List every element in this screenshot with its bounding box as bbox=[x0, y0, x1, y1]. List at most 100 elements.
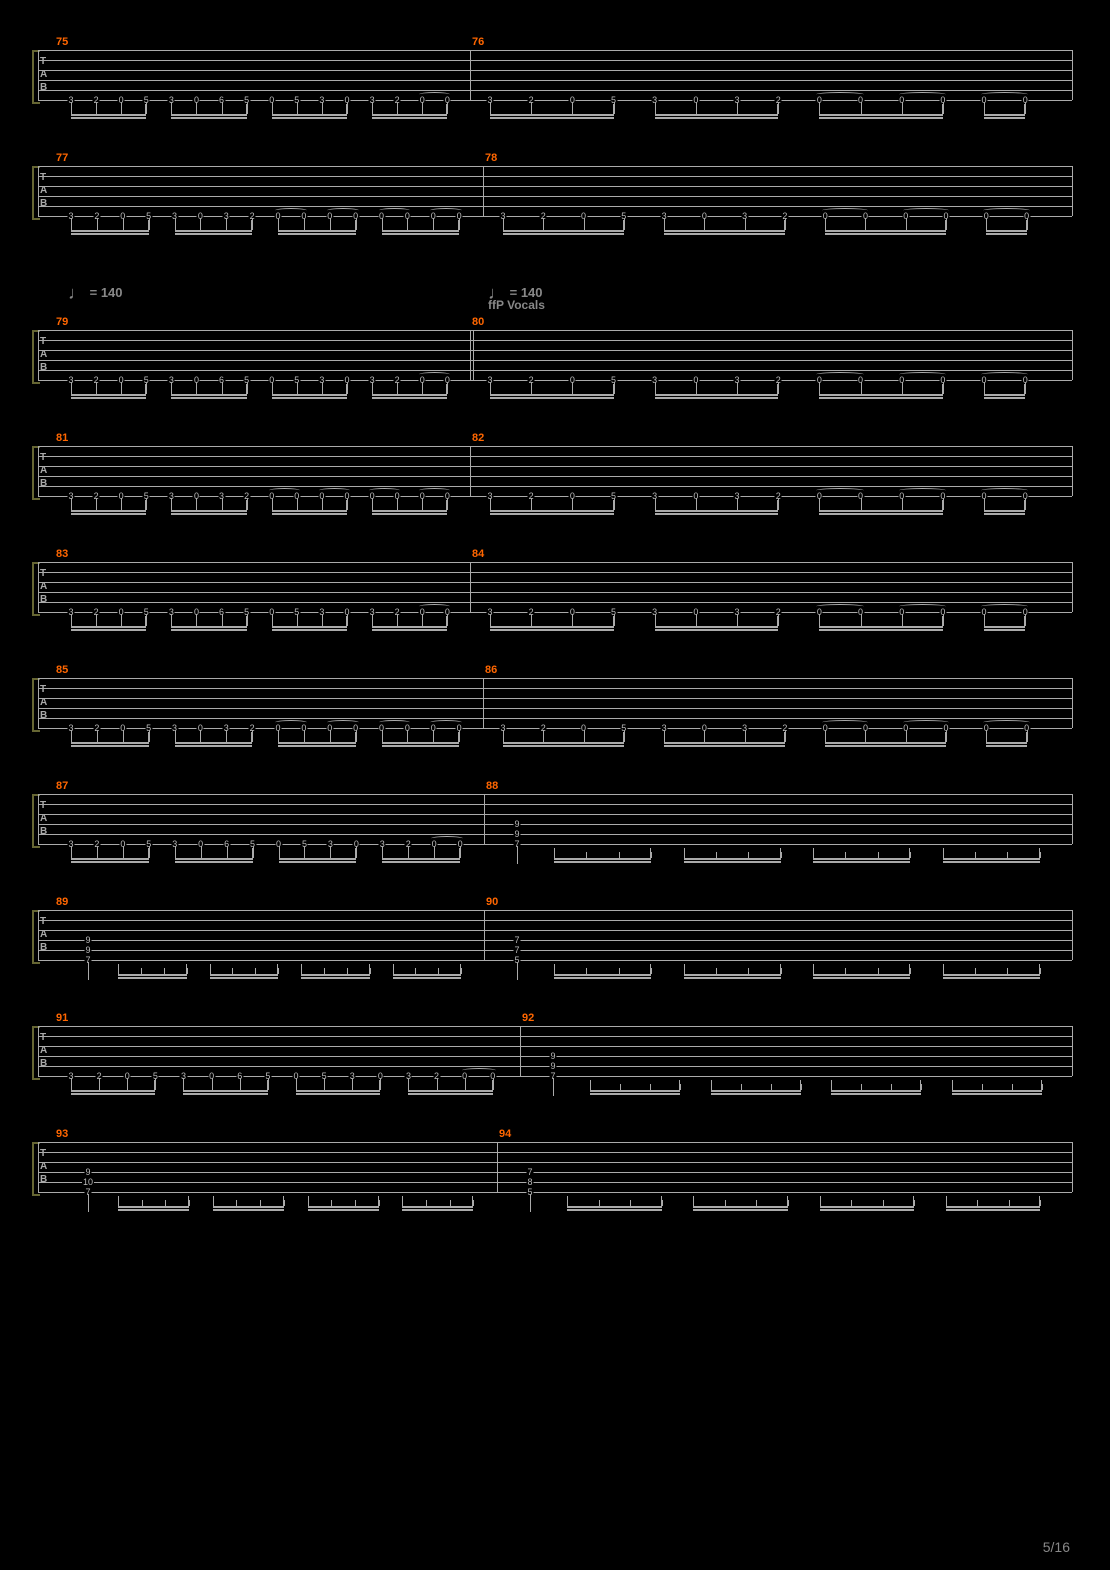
tab-clef-letter: T bbox=[40, 685, 46, 695]
tab-clef-letter: A bbox=[40, 1046, 47, 1056]
tab-clef-letter: B bbox=[40, 1059, 47, 1069]
tab-clef-letter: A bbox=[40, 70, 47, 80]
page-number: 5/16 bbox=[1043, 1539, 1070, 1555]
tab-clef-letter: B bbox=[40, 363, 47, 373]
tab-clef-letter: A bbox=[40, 582, 47, 592]
tab-clef-letter: T bbox=[40, 801, 46, 811]
barline bbox=[520, 1026, 521, 1076]
barline bbox=[1072, 166, 1073, 216]
staff-row: TAB8384320530650530320032053032000000 bbox=[38, 562, 1072, 647]
staff-row: TAB87883205306505303200997 bbox=[38, 794, 1072, 879]
staff-row: TAB7778320530320000000032053032000000 bbox=[38, 166, 1072, 251]
barline bbox=[483, 678, 484, 728]
tab-clef-letter: B bbox=[40, 943, 47, 953]
measure-number: 92 bbox=[522, 1012, 534, 1024]
fret-number: 9 bbox=[84, 1167, 91, 1177]
measure-number: 91 bbox=[56, 1012, 68, 1024]
fret-number: 7 bbox=[526, 1167, 533, 1177]
measure-number: 77 bbox=[56, 152, 68, 164]
barline bbox=[38, 1142, 39, 1192]
fret-number: 7 bbox=[513, 935, 520, 945]
barline bbox=[38, 446, 39, 496]
barline bbox=[1072, 1026, 1073, 1076]
barline bbox=[1072, 910, 1073, 960]
barline bbox=[1072, 446, 1073, 496]
tab-clef-letter: A bbox=[40, 698, 47, 708]
measure-number: 93 bbox=[56, 1128, 68, 1140]
measure-number: 85 bbox=[56, 664, 68, 676]
tempo-mark: ♩ = 140 bbox=[68, 283, 123, 304]
barline bbox=[1072, 330, 1073, 380]
tab-clef-letter: T bbox=[40, 1149, 46, 1159]
fret-number: 9 bbox=[84, 945, 91, 955]
tab-clef-letter: T bbox=[40, 453, 46, 463]
staff-row: TAB8182320530320000000032053032000000 bbox=[38, 446, 1072, 531]
barline bbox=[38, 50, 39, 100]
fret-number: 9 bbox=[513, 829, 520, 839]
barline bbox=[1072, 678, 1073, 728]
measure-number: 83 bbox=[56, 548, 68, 560]
measure-number: 76 bbox=[472, 36, 484, 48]
measure-number: 90 bbox=[486, 896, 498, 908]
measure-number: 82 bbox=[472, 432, 484, 444]
tab-clef-letter: T bbox=[40, 173, 46, 183]
barline bbox=[38, 794, 39, 844]
barline bbox=[484, 910, 485, 960]
measure-number: 80 bbox=[472, 316, 484, 328]
barline bbox=[1072, 1142, 1073, 1192]
measure-number: 89 bbox=[56, 896, 68, 908]
barline bbox=[38, 910, 39, 960]
tab-clef-letter: A bbox=[40, 350, 47, 360]
tab-clef-letter: T bbox=[40, 569, 46, 579]
fret-number: 8 bbox=[526, 1177, 533, 1187]
tab-clef-letter: B bbox=[40, 1175, 47, 1185]
tab-clef-letter: B bbox=[40, 199, 47, 209]
barline bbox=[1072, 50, 1073, 100]
fret-number: 9 bbox=[549, 1051, 556, 1061]
barline bbox=[470, 562, 471, 612]
tab-clef-letter: T bbox=[40, 57, 46, 67]
barline bbox=[470, 50, 471, 100]
staff-row: TAB8586320530320000000032053032000000 bbox=[38, 678, 1072, 763]
section-label: ffP Vocals bbox=[488, 298, 545, 312]
measure-number: 88 bbox=[486, 780, 498, 792]
fret-number: 9 bbox=[84, 935, 91, 945]
tab-clef-letter: B bbox=[40, 711, 47, 721]
tab-clef-letter: T bbox=[40, 337, 46, 347]
barline bbox=[38, 330, 39, 380]
barline bbox=[38, 678, 39, 728]
tab-clef-letter: A bbox=[40, 186, 47, 196]
barline bbox=[497, 1142, 498, 1192]
staff-row: TAB8990997775 bbox=[38, 910, 1072, 995]
barline bbox=[470, 330, 471, 380]
barline bbox=[470, 446, 471, 496]
tab-clef-letter: A bbox=[40, 930, 47, 940]
staff-row: TAB7576320530650530320032053032000000 bbox=[38, 50, 1072, 135]
fret-number: 9 bbox=[513, 819, 520, 829]
fret-number: 9 bbox=[549, 1061, 556, 1071]
tab-clef-letter: B bbox=[40, 827, 47, 837]
barline bbox=[1072, 794, 1073, 844]
measure-number: 79 bbox=[56, 316, 68, 328]
barline bbox=[484, 794, 485, 844]
tab-clef-letter: A bbox=[40, 466, 47, 476]
staff-row: TAB91923205306505303200997 bbox=[38, 1026, 1072, 1111]
tab-clef-letter: B bbox=[40, 479, 47, 489]
tab-clef-letter: T bbox=[40, 1033, 46, 1043]
barline bbox=[38, 1026, 39, 1076]
tab-clef-letter: A bbox=[40, 814, 47, 824]
measure-number: 87 bbox=[56, 780, 68, 792]
barline bbox=[38, 562, 39, 612]
fret-number: 7 bbox=[513, 945, 520, 955]
tab-clef-letter: T bbox=[40, 917, 46, 927]
tab-clef-letter: B bbox=[40, 83, 47, 93]
measure-number: 84 bbox=[472, 548, 484, 560]
barline bbox=[38, 166, 39, 216]
staff-row: TAB93949107785 bbox=[38, 1142, 1072, 1227]
measure-number: 94 bbox=[499, 1128, 511, 1140]
barline bbox=[483, 166, 484, 216]
fret-number: 10 bbox=[82, 1177, 94, 1187]
measure-number: 86 bbox=[485, 664, 497, 676]
tab-clef-letter: B bbox=[40, 595, 47, 605]
measure-number: 75 bbox=[56, 36, 68, 48]
